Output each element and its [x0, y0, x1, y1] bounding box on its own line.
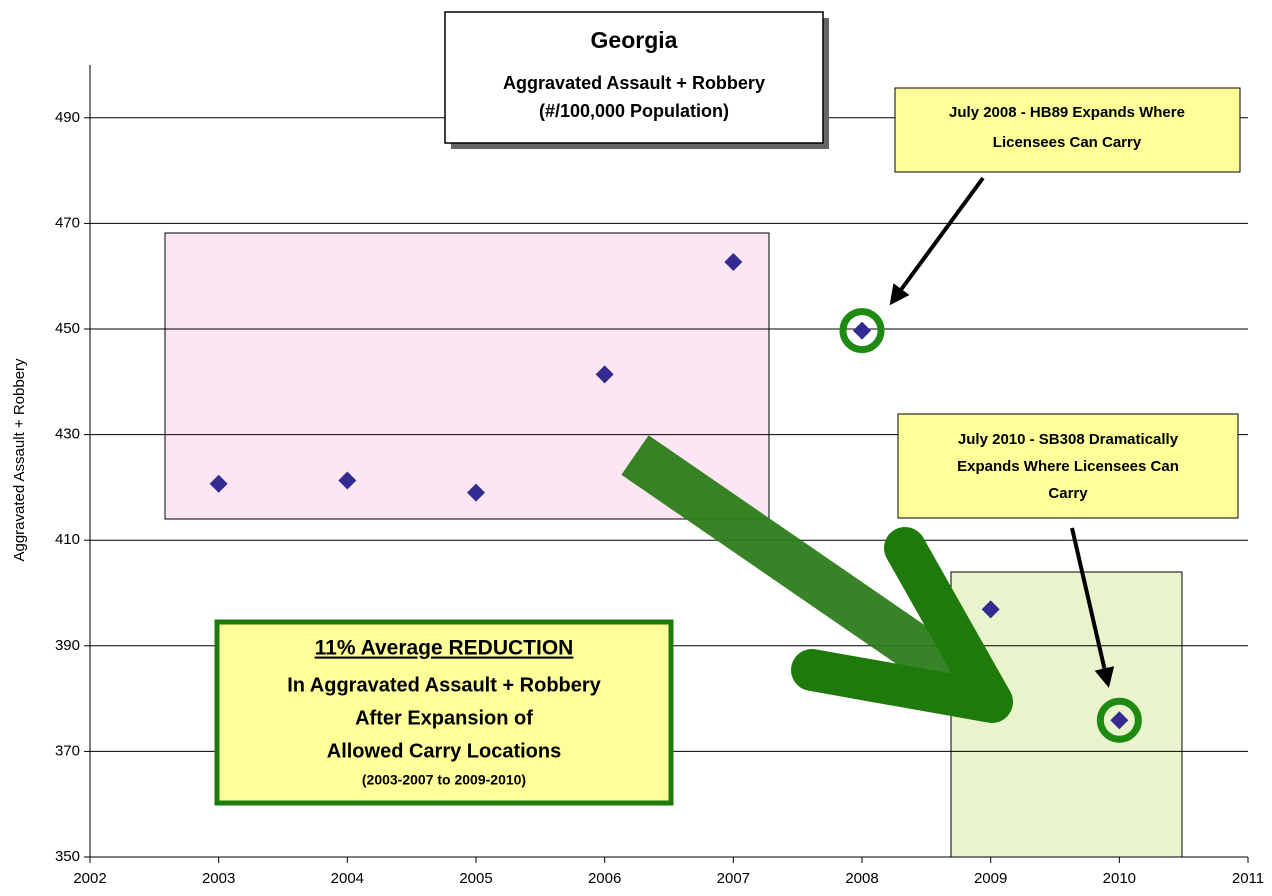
x-tick-label: 2005 — [459, 870, 492, 887]
annotation: July 2008 - HB89 Expands Where — [949, 104, 1185, 121]
y-tick-label: 370 — [55, 742, 80, 759]
y-tick-label: 430 — [55, 426, 80, 443]
point — [981, 600, 1000, 619]
callout-box — [897, 413, 1239, 519]
y-tick-label: 350 — [55, 848, 80, 865]
point — [1110, 711, 1129, 730]
point — [724, 252, 743, 271]
annotation: Licensees Can Carry — [993, 134, 1142, 151]
annotation: (2003-2007 to 2009-2010) — [362, 772, 526, 788]
annotation: Allowed Carry Locations — [327, 740, 562, 762]
x-tick-label: 2011 — [1232, 870, 1264, 887]
chart-title: Aggravated Assault + Robbery — [503, 73, 765, 93]
x-tick-label: 2006 — [588, 870, 621, 887]
chart-title: (#/100,000 Population) — [539, 101, 729, 121]
y-tick-label: 450 — [55, 320, 80, 337]
x-tick-label: 2003 — [202, 870, 235, 887]
callout-box — [894, 87, 1241, 173]
point — [853, 321, 871, 340]
y-tick-label: 390 — [55, 637, 80, 654]
chart-title: Georgia — [591, 27, 678, 53]
annotation: Carry — [1048, 485, 1088, 502]
x-tick-label: 2002 — [73, 870, 106, 887]
highlight-ring — [839, 308, 885, 354]
point — [209, 474, 228, 493]
annotation: In Aggravated Assault + Robbery — [287, 674, 601, 696]
point — [338, 471, 357, 490]
annotation: 11% Average REDUCTION — [315, 637, 574, 660]
annotation: July 2010 - SB308 Dramatically — [958, 431, 1179, 448]
x-tick-label: 2009 — [974, 870, 1007, 887]
point — [467, 483, 485, 502]
y-axis-label: Aggravated Assault + Robbery — [11, 358, 28, 562]
summary-box — [214, 619, 674, 806]
green-arrow — [621, 435, 1013, 723]
point — [595, 365, 614, 384]
title-box — [444, 11, 824, 144]
y-tick-label: 470 — [55, 214, 80, 231]
callout-arrow — [1070, 527, 1115, 688]
callout-arrow — [889, 176, 985, 306]
x-tick-label: 2007 — [717, 870, 750, 887]
highlight-ring — [1096, 697, 1142, 743]
x-tick-label: 2010 — [1103, 870, 1136, 887]
y-tick-label: 410 — [55, 531, 80, 548]
annotation: After Expansion of — [355, 707, 533, 729]
annotation: Expands Where Licensees Can — [957, 458, 1179, 475]
x-tick-label: 2008 — [845, 870, 878, 887]
x-tick-label: 2004 — [331, 870, 364, 887]
y-tick-label: 490 — [55, 109, 80, 126]
